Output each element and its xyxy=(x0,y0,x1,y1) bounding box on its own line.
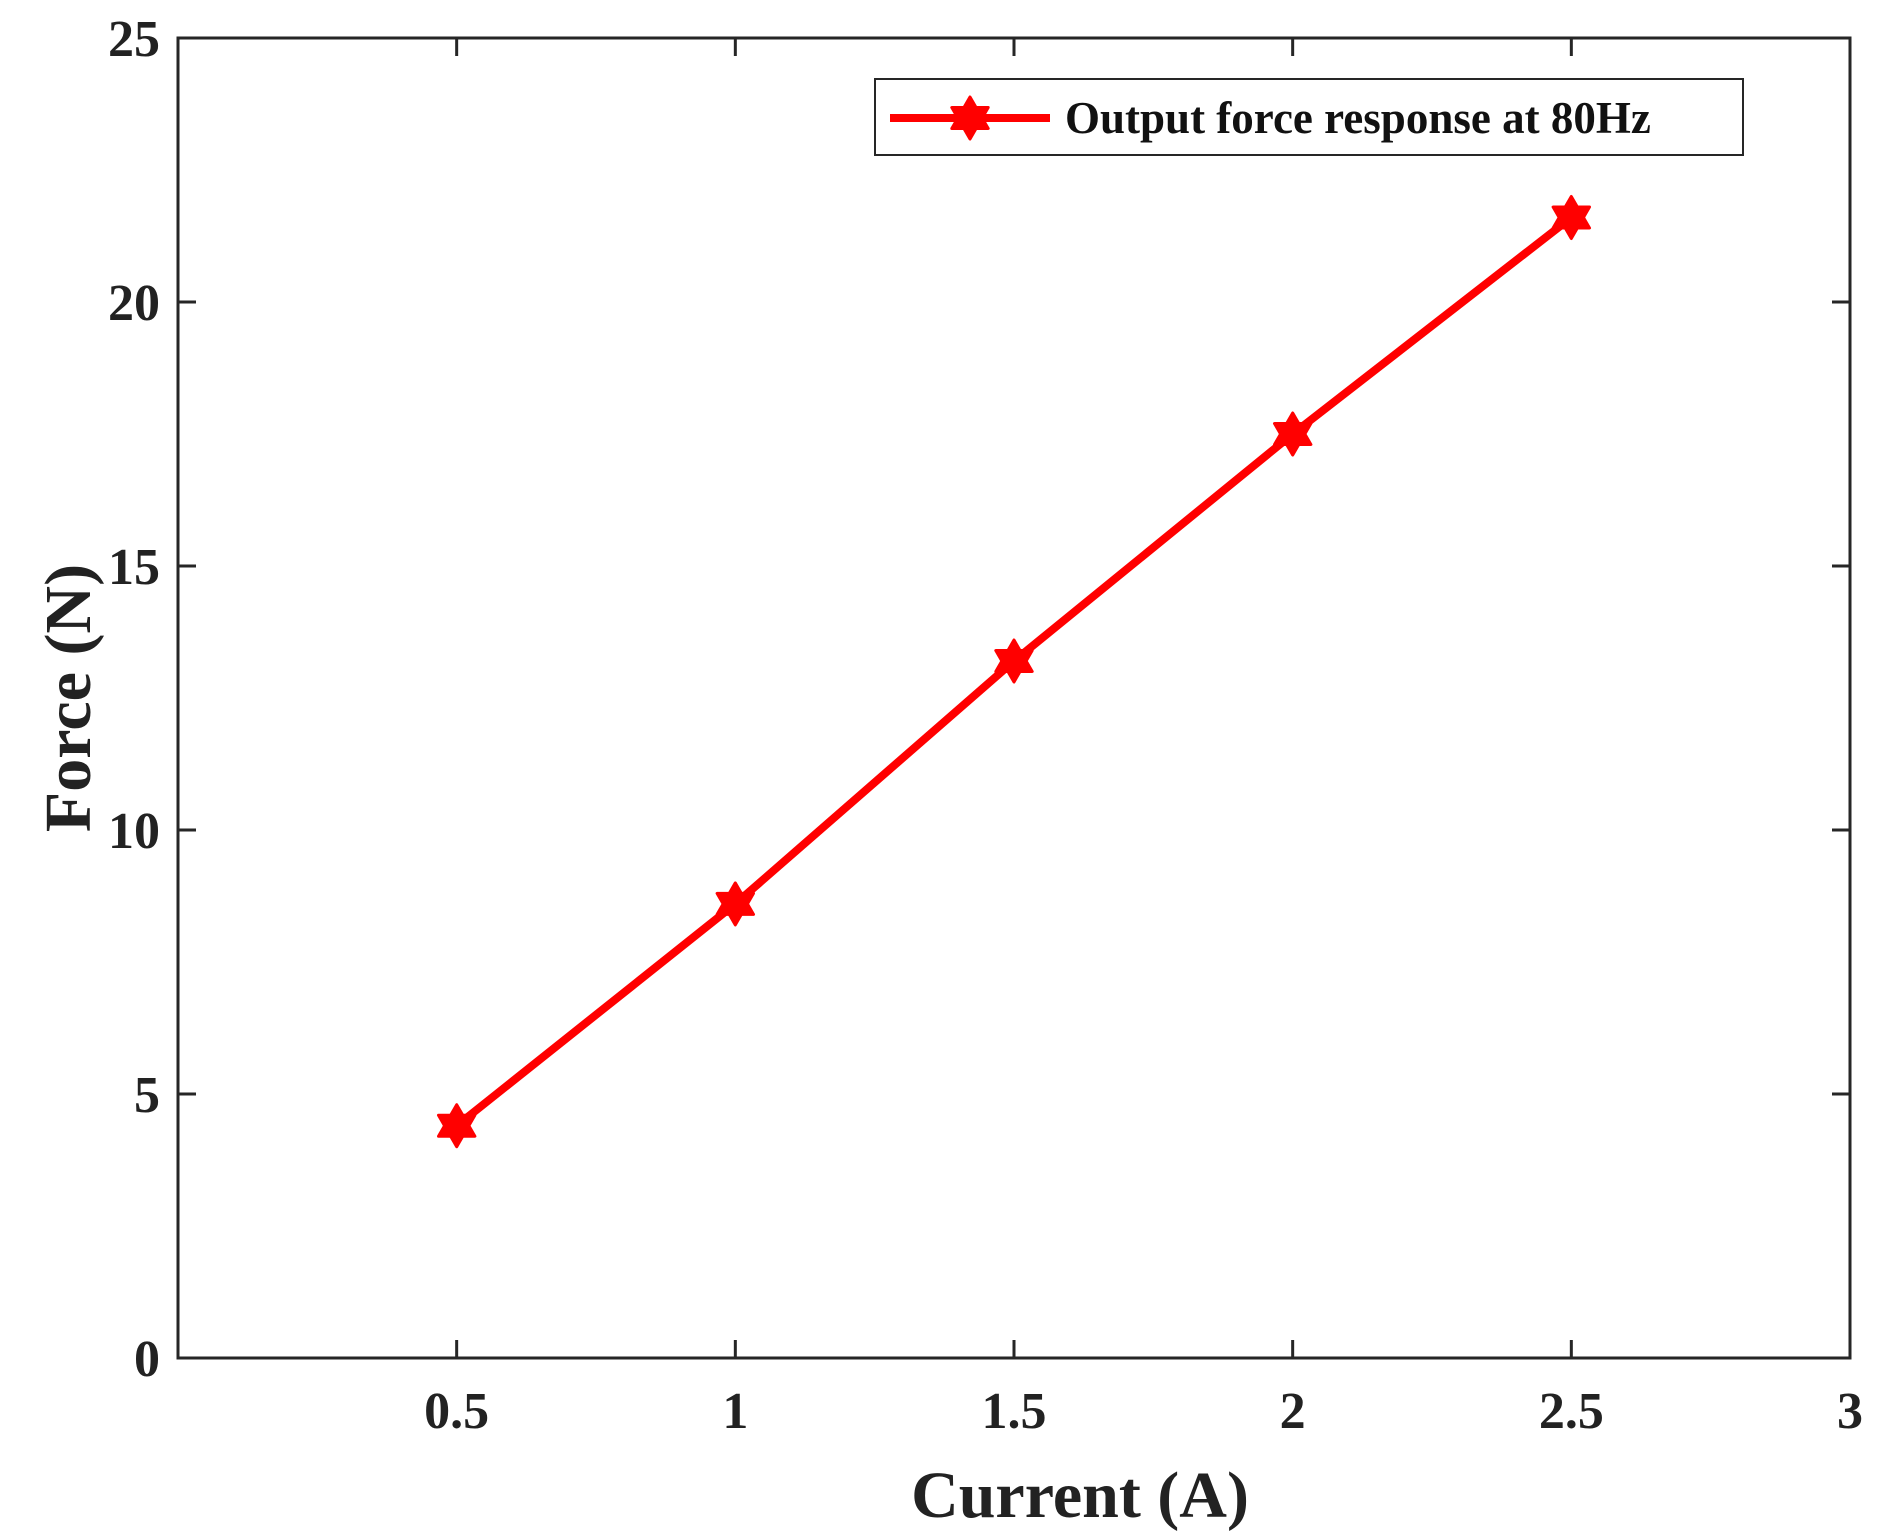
data-point xyxy=(437,1103,477,1149)
plot-area xyxy=(176,36,1852,1360)
y-tick-label: 15 xyxy=(108,539,160,596)
legend-series-label: Output force response at 80Hz xyxy=(1065,93,1651,143)
data-point-marker xyxy=(715,891,755,927)
legend: Output force response at 80Hz xyxy=(874,78,1744,156)
y-tick-label: 5 xyxy=(134,1067,160,1124)
data-point xyxy=(715,881,755,927)
x-tick-label: 3 xyxy=(1837,1383,1863,1440)
legend-marker-icon xyxy=(950,95,990,141)
data-point xyxy=(1551,195,1591,240)
data-point-marker xyxy=(994,649,1034,684)
y-tick-label: 10 xyxy=(108,803,160,860)
y-axis-title: Force (N) xyxy=(32,564,105,832)
data-point-marker xyxy=(1551,205,1591,240)
data-point xyxy=(1273,411,1313,457)
x-tick-label: 1.5 xyxy=(982,1383,1047,1440)
x-axis-title: Current (A) xyxy=(911,1459,1249,1532)
x-tick-label: 2 xyxy=(1280,1383,1306,1440)
x-tick-label: 1 xyxy=(722,1383,748,1440)
data-point-marker xyxy=(1273,422,1313,457)
x-tick-label: 2.5 xyxy=(1539,1383,1604,1440)
data-point-marker xyxy=(437,1113,477,1149)
y-tick-label: 20 xyxy=(108,275,160,332)
legend-marker-shape xyxy=(950,106,990,141)
x-tick-label: 0.5 xyxy=(424,1383,489,1440)
legend-box xyxy=(874,78,1744,156)
y-tick-label: 0 xyxy=(134,1331,160,1388)
data-point xyxy=(994,638,1034,684)
y-tick-label: 25 xyxy=(108,11,160,68)
series-layer xyxy=(437,195,1591,1149)
tick-labels: 0.5 1 1.5 2 2.5 3 0 5 10 15 20 25 xyxy=(108,11,1863,1440)
ticks xyxy=(178,36,1852,1360)
